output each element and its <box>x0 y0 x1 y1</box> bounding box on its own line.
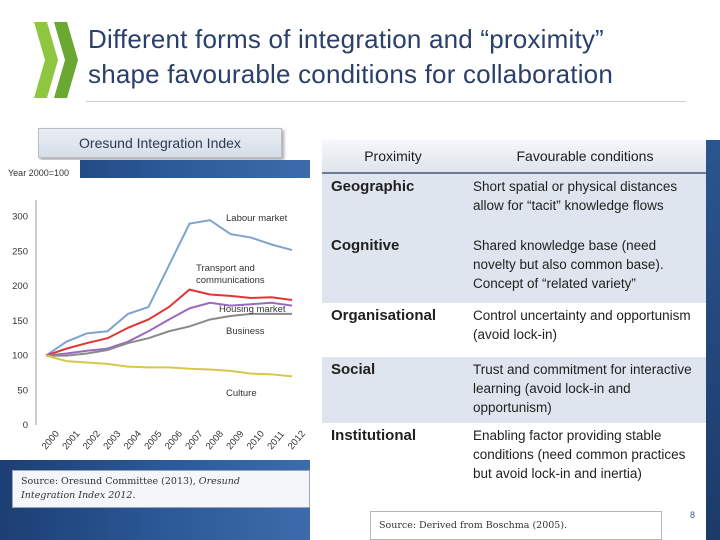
header-favourable-conditions: Favourable conditions <box>464 140 706 174</box>
chart-title: Oresund Integration Index <box>79 135 241 151</box>
y-tick-label: 250 <box>12 246 28 257</box>
series-label-business: Business <box>226 326 265 337</box>
series-label-labour-market: Labour market <box>226 213 288 224</box>
row-condition: Enabling factor providing stable conditi… <box>464 423 706 501</box>
right-accent-bar <box>706 140 720 540</box>
slide-number: 8 <box>690 510 696 520</box>
chart-title-box: Oresund Integration Index <box>38 128 282 158</box>
table-header-row: Proximity Favourable conditions <box>322 140 706 174</box>
series-label-transport: Transport and communications <box>196 263 265 286</box>
row-condition: Control uncertainty and opportunism (avo… <box>464 303 706 357</box>
oecd-logo-icon <box>34 22 78 98</box>
table-row: Social Trust and commitment for interact… <box>322 357 706 423</box>
row-category: Cognitive <box>322 233 464 303</box>
title-divider <box>86 101 686 102</box>
proximity-table: Proximity Favourable conditions Geograph… <box>322 140 706 501</box>
page-title: Different forms of integration and “prox… <box>88 22 708 92</box>
table-row: Institutional Enabling factor providing … <box>322 423 706 501</box>
table-source-text: Source: Derived from Boschma (2005). <box>379 520 568 531</box>
proximity-table-container: Proximity Favourable conditions Geograph… <box>322 140 706 501</box>
series-line-housing-market <box>45 301 293 357</box>
chart-source-italic-2: Integration Index 2012 <box>21 490 133 501</box>
table-source-note: Source: Derived from Boschma (2005). <box>370 511 662 540</box>
chart-subtitle: Year 2000=100 <box>8 168 69 178</box>
series-line-culture <box>45 354 293 378</box>
y-tick-label: 200 <box>12 281 28 292</box>
row-condition: Shared knowledge base (need novelty but … <box>464 233 706 303</box>
y-tick-label: 50 <box>17 385 28 396</box>
y-tick-label: 0 <box>23 420 28 431</box>
row-condition: Trust and commitment for interactive lea… <box>464 357 706 423</box>
chart-source-text: Source: Oresund Committee (2013), <box>21 476 199 487</box>
y-tick-label: 150 <box>12 316 28 327</box>
table-row: Organisational Control uncertainty and o… <box>322 303 706 357</box>
y-tick-label: 300 <box>12 212 28 223</box>
series-label-transport-l2: communications <box>196 275 265 286</box>
row-category: Institutional <box>322 423 464 501</box>
series-line-labour-market <box>45 219 293 357</box>
row-category: Organisational <box>322 303 464 357</box>
header-proximity: Proximity <box>322 140 464 174</box>
series-label-housing-market: Housing market <box>219 304 286 315</box>
chart-source-italic-1: Oresund <box>198 476 240 487</box>
title-line-2: shape favourable conditions for collabor… <box>88 59 614 89</box>
series-label-culture: Culture <box>226 388 257 399</box>
title-line-1: Different forms of integration and “prox… <box>88 24 604 54</box>
row-category: Geographic <box>322 173 464 233</box>
series-label-transport-l1: Transport and <box>196 263 255 274</box>
chart-source-end: . <box>132 490 136 501</box>
y-tick-label: 100 <box>12 351 28 362</box>
row-category: Social <box>322 357 464 423</box>
series-line-business <box>46 312 292 357</box>
row-condition: Short spatial or physical distances allo… <box>464 173 706 233</box>
chart-source-note: Source: Oresund Committee (2013), Oresun… <box>12 470 310 508</box>
table-row: Cognitive Shared knowledge base (need no… <box>322 233 706 303</box>
series-line-transport-and-communications <box>45 288 293 357</box>
table-row: Geographic Short spatial or physical dis… <box>322 173 706 233</box>
